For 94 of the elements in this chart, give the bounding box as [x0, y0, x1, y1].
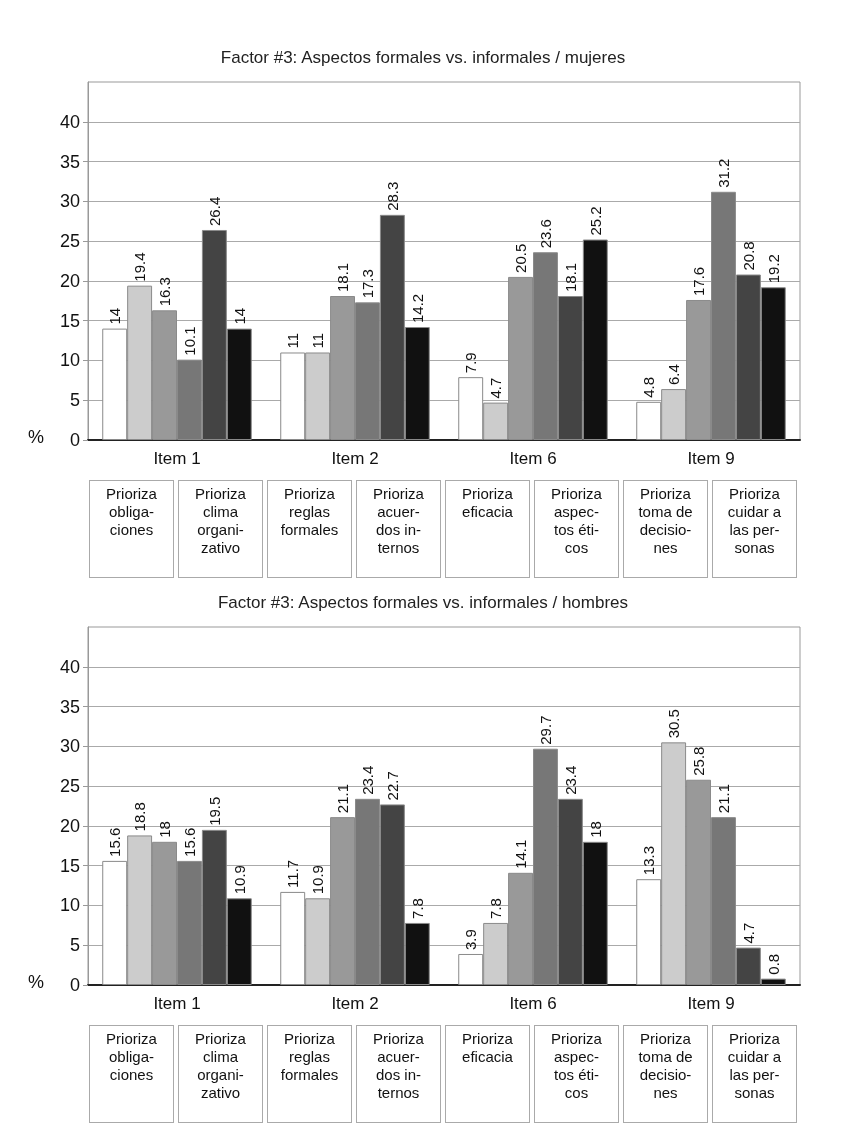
data-label: 6.4 — [665, 364, 683, 386]
y-tick-label: 20 — [59, 815, 80, 836]
data-label: 22.7 — [383, 771, 401, 801]
data-label: 10.1 — [180, 326, 198, 356]
data-label: 21.1 — [334, 783, 352, 814]
chart-title: Factor #3: Aspectos formales vs. informales / mujeres — [220, 48, 626, 67]
data-label: 16.3 — [156, 277, 174, 307]
y-tick-label: 15 — [59, 310, 80, 331]
data-label: 15.6 — [180, 827, 198, 857]
data-label: 14 — [106, 307, 124, 325]
data-label: 31.2 — [714, 158, 732, 188]
data-label: 4.8 — [640, 376, 658, 398]
data-label: 10.9 — [309, 865, 327, 895]
text: Prioriza aspec- tos éti- cos — [534, 480, 619, 578]
data-label: 18 — [586, 821, 604, 838]
y-tick-label: 25 — [59, 231, 80, 252]
text: Prioriza toma de decisio- nes — [623, 1025, 708, 1123]
chart-title: Factor #3: Aspectos formales vs. informales / hombres — [217, 593, 629, 612]
text: Prioriza obliga- ciones — [89, 480, 174, 578]
y-tick-label: 10 — [59, 350, 80, 371]
text: Prioriza eficacia — [445, 480, 530, 578]
y-tick-label: 40 — [59, 111, 80, 132]
text: Prioriza acuer- dos in- ternos — [356, 480, 441, 578]
data-label: 25.2 — [586, 206, 604, 236]
x-tick-label: Item 2 — [331, 449, 379, 468]
data-label: 10.9 — [230, 865, 248, 895]
y-tick-label: 5 — [69, 390, 80, 411]
data-label: 0.8 — [764, 953, 782, 975]
data-label: 20.5 — [512, 243, 530, 273]
data-label: 19.5 — [205, 796, 223, 826]
data-label: 7.8 — [408, 898, 426, 919]
data-label: 18.1 — [561, 262, 579, 292]
data-label: 30.5 — [665, 709, 683, 739]
data-label: 11 — [284, 332, 302, 349]
data-label: 4.7 — [487, 377, 505, 399]
y-tick-label: 0 — [69, 975, 80, 995]
data-label: 18.1 — [334, 262, 352, 292]
data-label: 21.1 — [714, 783, 732, 814]
data-label: 23.4 — [561, 765, 579, 795]
data-label: 23.6 — [536, 219, 554, 249]
data-label: 19.4 — [131, 252, 149, 282]
text: Prioriza reglas formales — [267, 480, 352, 578]
data-label: 23.4 — [358, 765, 376, 795]
data-label: 7.9 — [462, 352, 480, 374]
y-tick-label: 15 — [59, 855, 80, 876]
data-label: 26.4 — [205, 196, 223, 226]
data-label: 14.1 — [512, 839, 530, 869]
text: Prioriza acuer- dos in- ternos — [356, 1025, 441, 1123]
data-label: 25.8 — [690, 746, 708, 776]
y-tick-label: 0 — [69, 430, 80, 450]
data-label: 18.8 — [131, 802, 149, 832]
text: Prioriza cuidar a las per- sonas — [712, 480, 797, 578]
x-tick-label: Item 9 — [687, 994, 735, 1013]
text: Prioriza aspec- tos éti- cos — [534, 1025, 619, 1123]
data-label: 3.9 — [462, 929, 480, 950]
y-tick-label: 30 — [59, 191, 80, 212]
data-label: 28.3 — [383, 181, 401, 211]
x-tick-label: Item 2 — [331, 994, 379, 1013]
y-tick-label: 5 — [69, 935, 80, 956]
x-tick-label: Item 6 — [509, 449, 557, 468]
y-tick-label: 40 — [59, 656, 80, 677]
x-tick-label: Item 9 — [687, 449, 735, 468]
y-axis-title: % — [28, 972, 45, 992]
y-tick-label: 35 — [59, 696, 80, 717]
y-axis-title: % — [28, 427, 45, 447]
text: Prioriza cuidar a las per- sonas — [712, 1025, 797, 1123]
data-label: 14.2 — [408, 293, 426, 324]
text: Prioriza eficacia — [445, 1025, 530, 1123]
data-label: 17.6 — [690, 266, 708, 296]
data-label: 11.7 — [284, 859, 302, 888]
y-tick-label: 20 — [59, 270, 80, 291]
x-tick-label: Item 6 — [509, 994, 557, 1013]
data-label: 20.8 — [739, 241, 757, 271]
data-label: 17.3 — [358, 269, 376, 299]
data-label: 15.6 — [106, 827, 124, 857]
data-label: 11 — [309, 332, 327, 349]
data-label: 19.2 — [764, 254, 782, 284]
y-tick-label: 10 — [59, 895, 80, 916]
data-label: 18 — [156, 821, 174, 838]
y-tick-label: 25 — [59, 776, 80, 797]
x-tick-label: Item 1 — [153, 994, 201, 1013]
text: Prioriza reglas formales — [267, 1025, 352, 1123]
data-label: 13.3 — [640, 845, 658, 876]
data-label: 29.7 — [536, 715, 554, 745]
data-label: 4.7 — [739, 922, 757, 944]
data-label: 7.8 — [487, 898, 505, 919]
y-tick-label: 30 — [59, 736, 80, 757]
text: Prioriza toma de decisio- nes — [623, 480, 708, 578]
text: Prioriza clima organi- zativo — [178, 1025, 263, 1123]
text: Prioriza obliga- ciones — [89, 1025, 174, 1123]
data-label: 14 — [230, 307, 248, 325]
y-tick-label: 35 — [59, 151, 80, 172]
text: Prioriza clima organi- zativo — [178, 480, 263, 578]
x-tick-label: Item 1 — [153, 449, 201, 468]
